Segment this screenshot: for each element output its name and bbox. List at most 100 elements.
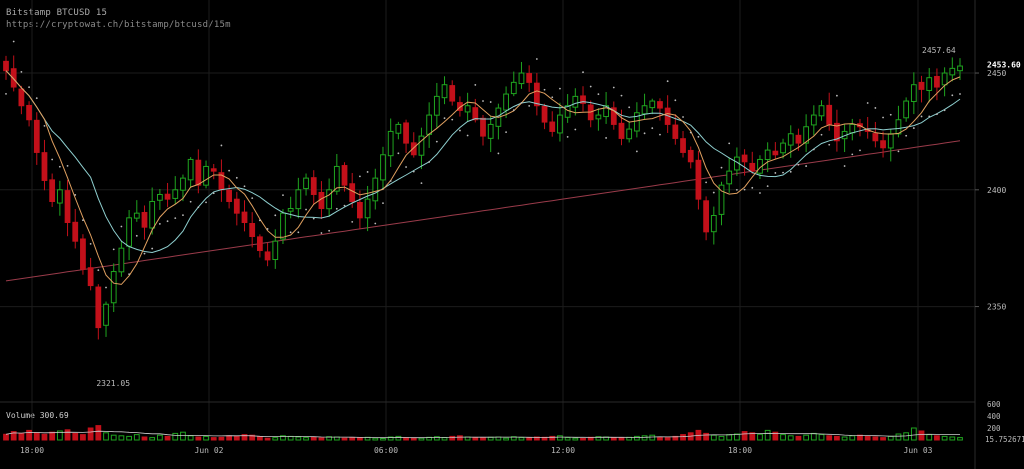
candle-up xyxy=(172,189,179,199)
sar-dot xyxy=(474,84,477,86)
sar-dot xyxy=(128,273,130,276)
volume-bar xyxy=(187,435,194,441)
candle-down xyxy=(226,189,232,202)
high-price-label: 2457.64 xyxy=(922,46,956,55)
candle-up xyxy=(787,133,794,146)
sar-dot xyxy=(289,231,292,234)
candle-up xyxy=(595,114,602,120)
volume-bar xyxy=(64,429,71,441)
sar-dot xyxy=(582,71,584,74)
volume-bar xyxy=(149,437,156,441)
volume-bar xyxy=(957,437,963,441)
volume-bar xyxy=(734,433,740,441)
candle-up xyxy=(718,184,725,215)
volume-bar xyxy=(549,435,556,441)
sar-dot xyxy=(405,166,407,168)
sar-dot xyxy=(659,133,661,136)
sar-dot xyxy=(335,207,338,210)
volume-bar xyxy=(764,429,771,441)
volume-label: Volume 300.69 xyxy=(6,411,69,420)
volume-bar xyxy=(480,437,486,441)
volume-bar xyxy=(818,434,825,441)
sar-dot xyxy=(897,150,900,153)
sar-dot xyxy=(20,70,23,73)
sar-dot xyxy=(951,94,954,97)
candle-up xyxy=(649,100,656,109)
sar-dot xyxy=(689,131,692,134)
volume-bar xyxy=(610,437,617,441)
volume-bar xyxy=(887,435,894,441)
candle-up xyxy=(941,72,948,86)
volume-bar xyxy=(233,435,240,441)
candle-up xyxy=(810,114,817,126)
volume-bar xyxy=(418,437,425,441)
volume-bar xyxy=(126,435,132,441)
candle-up xyxy=(187,158,194,181)
volume-bar xyxy=(310,436,317,441)
candle-up xyxy=(780,142,786,154)
volume-bar xyxy=(210,437,217,441)
candle-up xyxy=(464,105,471,113)
volume-bar xyxy=(133,434,140,441)
candle-up xyxy=(287,207,294,212)
price-tick-label: 2450 xyxy=(987,69,1006,78)
grid xyxy=(0,0,975,440)
volume-bar xyxy=(203,435,209,441)
candle-up xyxy=(557,114,563,134)
volume-bar xyxy=(326,436,333,441)
parabolic-sar xyxy=(5,40,961,289)
time-tick-label: 18:00 xyxy=(20,446,44,455)
candle-up xyxy=(380,154,386,181)
volume-bar xyxy=(580,438,586,441)
candle-up xyxy=(572,95,579,108)
sar-dot xyxy=(912,127,915,129)
sar-dot xyxy=(66,164,69,167)
time-axis: 18:00 Jun 02 06:00 12:00 18:00 Jun 03 xyxy=(20,446,933,455)
sar-dot xyxy=(274,214,277,217)
volume-bar xyxy=(657,436,663,441)
sar-dot xyxy=(382,202,384,204)
candle-down xyxy=(472,107,479,121)
candle-up xyxy=(926,77,933,91)
sar-dot xyxy=(605,137,607,139)
sar-dot xyxy=(5,92,7,95)
sar-dot xyxy=(720,166,723,169)
candle-down xyxy=(403,122,409,144)
volume-bar xyxy=(195,436,202,441)
volume-bar xyxy=(810,432,817,441)
candle-up xyxy=(272,240,279,261)
sar-dot xyxy=(520,101,523,104)
sar-dot xyxy=(820,133,823,136)
sar-dot xyxy=(466,134,469,137)
sar-dot xyxy=(874,107,877,109)
candle-down xyxy=(41,152,48,181)
sar-dot xyxy=(482,100,484,102)
last-price-label: 2453.60 xyxy=(987,61,1021,70)
candle-up xyxy=(903,100,910,119)
candle-down xyxy=(95,286,102,329)
volume-bar xyxy=(87,427,94,441)
sar-dot xyxy=(674,99,677,102)
sar-dot xyxy=(197,206,200,209)
sar-dot xyxy=(959,93,961,95)
candle-down xyxy=(164,193,171,200)
sar-dot xyxy=(459,129,461,132)
sar-dot xyxy=(882,116,884,119)
sar-dot xyxy=(497,152,500,155)
volume-bar xyxy=(410,437,417,441)
sar-dot xyxy=(266,228,269,230)
sar-dot xyxy=(374,222,377,225)
sar-dot xyxy=(443,117,446,120)
candle-down xyxy=(680,138,686,153)
sar-dot xyxy=(412,170,415,173)
candle-down xyxy=(918,81,925,90)
chart-source-url[interactable]: https://cryptowat.ch/bitstamp/btcusd/15m xyxy=(6,20,231,30)
volume-bar xyxy=(118,435,125,441)
sar-dot xyxy=(812,148,815,151)
candle-down xyxy=(87,267,94,287)
sar-dot xyxy=(43,124,46,127)
sar-dot xyxy=(543,88,546,91)
sar-dot xyxy=(235,176,238,179)
candle-down xyxy=(26,104,32,121)
